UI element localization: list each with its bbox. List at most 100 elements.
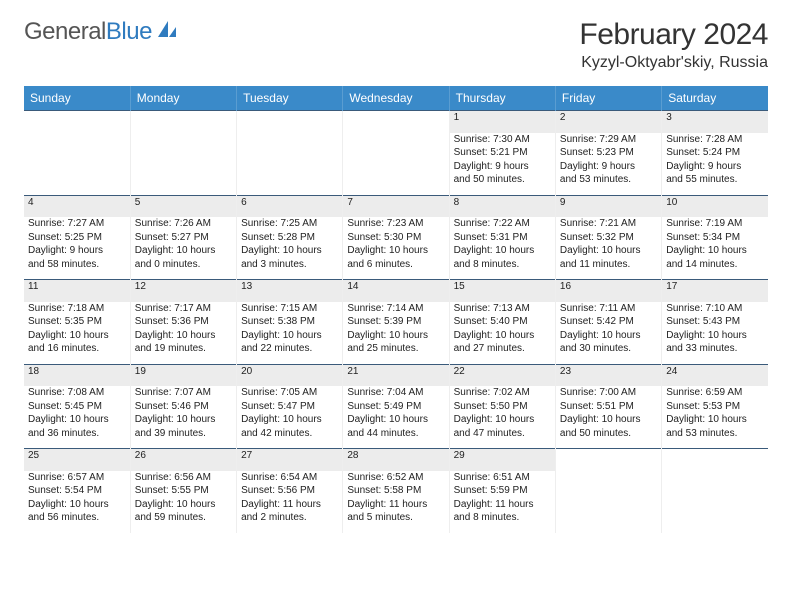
day-detail-cell: Sunrise: 7:14 AMSunset: 5:39 PMDaylight:… xyxy=(343,302,449,365)
daylight-text-1: Daylight: 10 hours xyxy=(454,329,551,343)
day-number-cell: 19 xyxy=(130,364,236,386)
day-detail-cell: Sunrise: 7:13 AMSunset: 5:40 PMDaylight:… xyxy=(449,302,555,365)
sunrise-text: Sunrise: 7:14 AM xyxy=(347,302,444,316)
day-number-cell: 9 xyxy=(555,195,661,217)
daylight-text-2: and 14 minutes. xyxy=(666,258,764,272)
daylight-text-2: and 33 minutes. xyxy=(666,342,764,356)
sunset-text: Sunset: 5:54 PM xyxy=(28,484,126,498)
day-detail-cell: Sunrise: 7:22 AMSunset: 5:31 PMDaylight:… xyxy=(449,217,555,280)
daynum-row: 123 xyxy=(24,111,768,133)
day-number-cell: 17 xyxy=(662,280,768,302)
detail-row: Sunrise: 7:30 AMSunset: 5:21 PMDaylight:… xyxy=(24,133,768,196)
daylight-text-1: Daylight: 10 hours xyxy=(347,413,444,427)
day-detail-cell: Sunrise: 7:10 AMSunset: 5:43 PMDaylight:… xyxy=(662,302,768,365)
daylight-text-1: Daylight: 9 hours xyxy=(560,160,657,174)
daylight-text-2: and 55 minutes. xyxy=(666,173,764,187)
sail-icon xyxy=(156,19,178,46)
location: Kyzyl-Oktyabr'skiy, Russia xyxy=(579,54,768,72)
day-number-cell: 3 xyxy=(662,111,768,133)
title-block: February 2024 Kyzyl-Oktyabr'skiy, Russia xyxy=(579,18,768,72)
sunrise-text: Sunrise: 7:30 AM xyxy=(454,133,551,147)
logo: GeneralBlue xyxy=(24,18,178,46)
day-number-cell: 20 xyxy=(237,364,343,386)
day-detail-cell: Sunrise: 7:26 AMSunset: 5:27 PMDaylight:… xyxy=(130,217,236,280)
detail-row: Sunrise: 6:57 AMSunset: 5:54 PMDaylight:… xyxy=(24,471,768,533)
daylight-text-2: and 3 minutes. xyxy=(241,258,338,272)
sunrise-text: Sunrise: 7:29 AM xyxy=(560,133,657,147)
daynum-row: 18192021222324 xyxy=(24,364,768,386)
daylight-text-1: Daylight: 10 hours xyxy=(560,329,657,343)
daylight-text-1: Daylight: 10 hours xyxy=(241,413,338,427)
sunset-text: Sunset: 5:47 PM xyxy=(241,400,338,414)
daynum-row: 2526272829 xyxy=(24,449,768,471)
day-detail-cell: Sunrise: 6:52 AMSunset: 5:58 PMDaylight:… xyxy=(343,471,449,533)
sunrise-text: Sunrise: 6:56 AM xyxy=(135,471,232,485)
day-detail-cell xyxy=(662,471,768,533)
daylight-text-1: Daylight: 10 hours xyxy=(666,329,764,343)
sunrise-text: Sunrise: 7:21 AM xyxy=(560,217,657,231)
daylight-text-2: and 27 minutes. xyxy=(454,342,551,356)
daylight-text-1: Daylight: 10 hours xyxy=(135,413,232,427)
day-number-cell: 15 xyxy=(449,280,555,302)
day-number-cell xyxy=(24,111,130,133)
day-number-cell: 5 xyxy=(130,195,236,217)
day-detail-cell: Sunrise: 7:11 AMSunset: 5:42 PMDaylight:… xyxy=(555,302,661,365)
daylight-text-2: and 47 minutes. xyxy=(454,427,551,441)
sunrise-text: Sunrise: 7:11 AM xyxy=(560,302,657,316)
sunset-text: Sunset: 5:24 PM xyxy=(666,146,764,160)
day-detail-cell: Sunrise: 7:04 AMSunset: 5:49 PMDaylight:… xyxy=(343,386,449,449)
daylight-text-2: and 58 minutes. xyxy=(28,258,126,272)
sunrise-text: Sunrise: 7:19 AM xyxy=(666,217,764,231)
day-number-cell xyxy=(343,111,449,133)
sunset-text: Sunset: 5:38 PM xyxy=(241,315,338,329)
sunset-text: Sunset: 5:36 PM xyxy=(135,315,232,329)
day-detail-cell: Sunrise: 7:25 AMSunset: 5:28 PMDaylight:… xyxy=(237,217,343,280)
sunrise-text: Sunrise: 6:52 AM xyxy=(347,471,444,485)
sunrise-text: Sunrise: 6:57 AM xyxy=(28,471,126,485)
sunrise-text: Sunrise: 7:17 AM xyxy=(135,302,232,316)
detail-row: Sunrise: 7:18 AMSunset: 5:35 PMDaylight:… xyxy=(24,302,768,365)
sunrise-text: Sunrise: 7:23 AM xyxy=(347,217,444,231)
daylight-text-2: and 16 minutes. xyxy=(28,342,126,356)
day-detail-cell: Sunrise: 6:54 AMSunset: 5:56 PMDaylight:… xyxy=(237,471,343,533)
day-number-cell: 26 xyxy=(130,449,236,471)
month-title: February 2024 xyxy=(579,18,768,52)
sunrise-text: Sunrise: 7:07 AM xyxy=(135,386,232,400)
sunset-text: Sunset: 5:23 PM xyxy=(560,146,657,160)
sunset-text: Sunset: 5:59 PM xyxy=(454,484,551,498)
day-number-cell xyxy=(130,111,236,133)
logo-word2: Blue xyxy=(106,18,152,45)
sunset-text: Sunset: 5:43 PM xyxy=(666,315,764,329)
weekday-header: Friday xyxy=(555,86,661,111)
day-detail-cell xyxy=(24,133,130,196)
day-number-cell: 28 xyxy=(343,449,449,471)
daylight-text-2: and 8 minutes. xyxy=(454,511,551,525)
weekday-header: Thursday xyxy=(449,86,555,111)
sunset-text: Sunset: 5:31 PM xyxy=(454,231,551,245)
sunset-text: Sunset: 5:53 PM xyxy=(666,400,764,414)
sunset-text: Sunset: 5:42 PM xyxy=(560,315,657,329)
daylight-text-2: and 8 minutes. xyxy=(454,258,551,272)
sunset-text: Sunset: 5:30 PM xyxy=(347,231,444,245)
daylight-text-2: and 50 minutes. xyxy=(560,427,657,441)
daylight-text-2: and 39 minutes. xyxy=(135,427,232,441)
sunrise-text: Sunrise: 7:28 AM xyxy=(666,133,764,147)
day-detail-cell: Sunrise: 7:18 AMSunset: 5:35 PMDaylight:… xyxy=(24,302,130,365)
day-detail-cell: Sunrise: 7:29 AMSunset: 5:23 PMDaylight:… xyxy=(555,133,661,196)
day-detail-cell: Sunrise: 7:15 AMSunset: 5:38 PMDaylight:… xyxy=(237,302,343,365)
daylight-text-1: Daylight: 10 hours xyxy=(135,329,232,343)
sunset-text: Sunset: 5:25 PM xyxy=(28,231,126,245)
day-number-cell: 27 xyxy=(237,449,343,471)
sunset-text: Sunset: 5:51 PM xyxy=(560,400,657,414)
daylight-text-2: and 36 minutes. xyxy=(28,427,126,441)
day-number-cell: 14 xyxy=(343,280,449,302)
day-detail-cell: Sunrise: 7:02 AMSunset: 5:50 PMDaylight:… xyxy=(449,386,555,449)
day-number-cell: 16 xyxy=(555,280,661,302)
daynum-row: 11121314151617 xyxy=(24,280,768,302)
daylight-text-2: and 56 minutes. xyxy=(28,511,126,525)
daylight-text-1: Daylight: 10 hours xyxy=(347,244,444,258)
daylight-text-1: Daylight: 10 hours xyxy=(454,244,551,258)
sunrise-text: Sunrise: 6:54 AM xyxy=(241,471,338,485)
day-number-cell xyxy=(555,449,661,471)
daylight-text-2: and 22 minutes. xyxy=(241,342,338,356)
